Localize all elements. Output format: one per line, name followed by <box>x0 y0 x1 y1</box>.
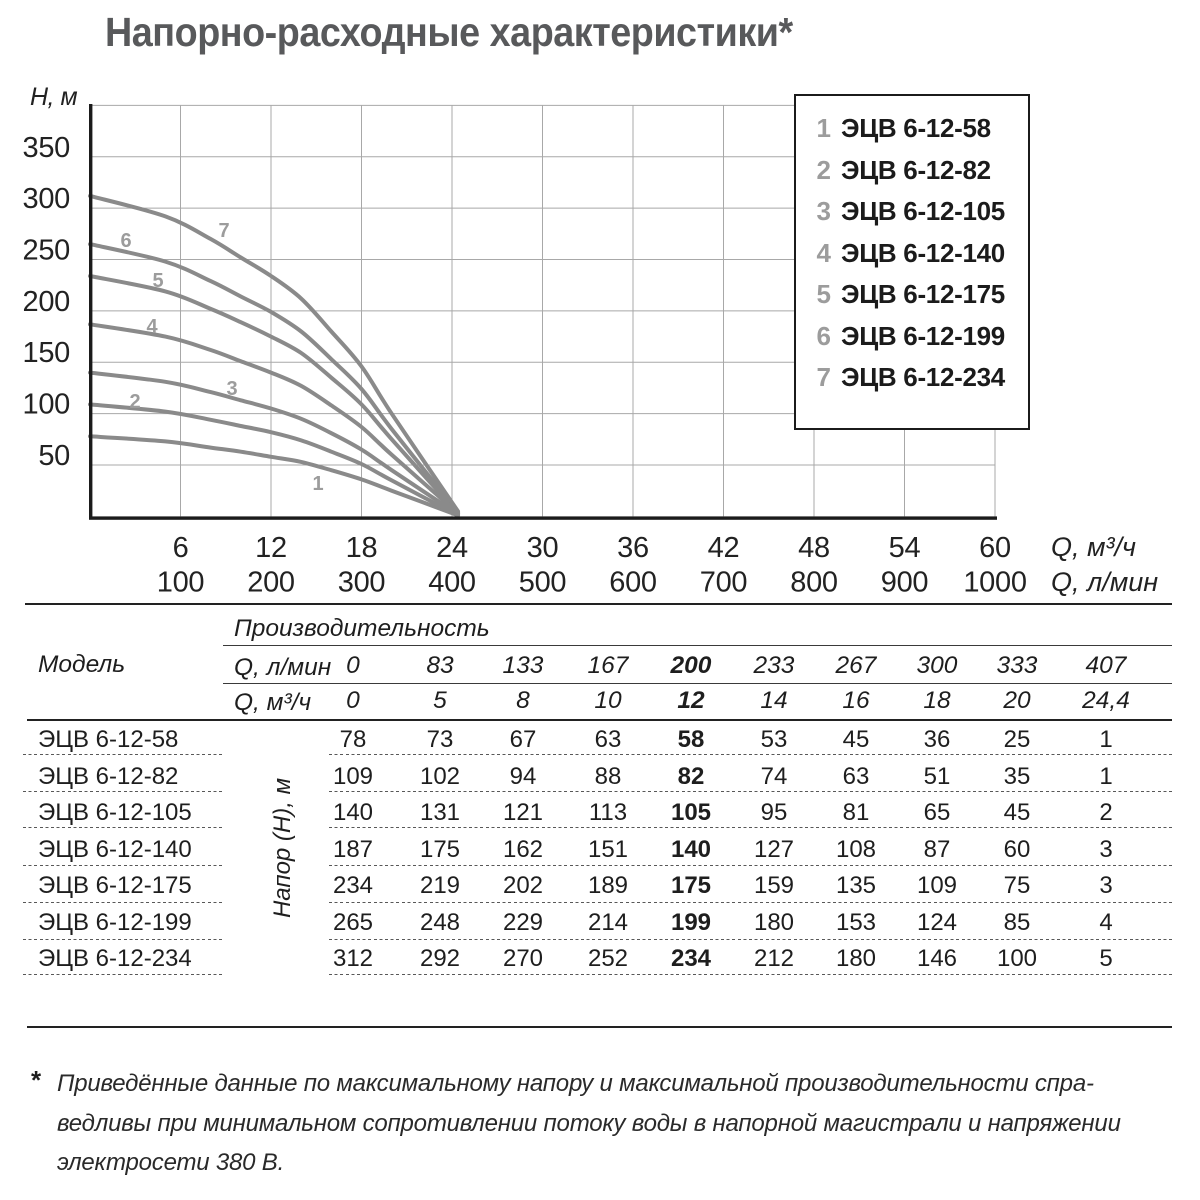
svg-text:36: 36 <box>617 532 649 564</box>
svg-text:600: 600 <box>609 567 657 599</box>
svg-text:7: 7 <box>218 220 229 242</box>
svg-text:6: 6 <box>173 532 189 564</box>
svg-text:42: 42 <box>708 532 740 564</box>
svg-text:54: 54 <box>889 532 921 564</box>
svg-text:Q, м³/ч: Q, м³/ч <box>1051 532 1136 562</box>
svg-text:5: 5 <box>152 270 163 292</box>
svg-text:200: 200 <box>23 286 71 318</box>
svg-text:300: 300 <box>23 183 71 215</box>
svg-text:12: 12 <box>255 532 287 564</box>
svg-text:60: 60 <box>979 532 1011 564</box>
svg-text:200: 200 <box>247 567 295 599</box>
svg-text:700: 700 <box>700 567 748 599</box>
svg-text:4: 4 <box>146 316 158 338</box>
svg-text:50: 50 <box>38 440 70 472</box>
svg-text:1000: 1000 <box>963 567 1026 599</box>
svg-text:500: 500 <box>519 567 567 599</box>
svg-text:48: 48 <box>798 532 830 564</box>
svg-text:24: 24 <box>436 532 468 564</box>
svg-text:Н, м: Н, м <box>30 83 77 111</box>
svg-text:1: 1 <box>312 473 323 495</box>
svg-text:6: 6 <box>120 230 131 252</box>
svg-text:900: 900 <box>881 567 929 599</box>
svg-text:3: 3 <box>226 378 237 400</box>
svg-text:150: 150 <box>23 337 71 369</box>
svg-text:100: 100 <box>157 567 205 599</box>
svg-text:350: 350 <box>23 132 71 164</box>
svg-text:800: 800 <box>790 567 838 599</box>
svg-text:30: 30 <box>527 532 559 564</box>
svg-text:18: 18 <box>346 532 378 564</box>
svg-text:400: 400 <box>428 567 476 599</box>
svg-text:100: 100 <box>23 389 71 421</box>
svg-text:250: 250 <box>23 235 71 267</box>
svg-text:300: 300 <box>338 567 386 599</box>
svg-text:2: 2 <box>129 391 140 413</box>
svg-text:Q, л/мин: Q, л/мин <box>1051 567 1158 597</box>
